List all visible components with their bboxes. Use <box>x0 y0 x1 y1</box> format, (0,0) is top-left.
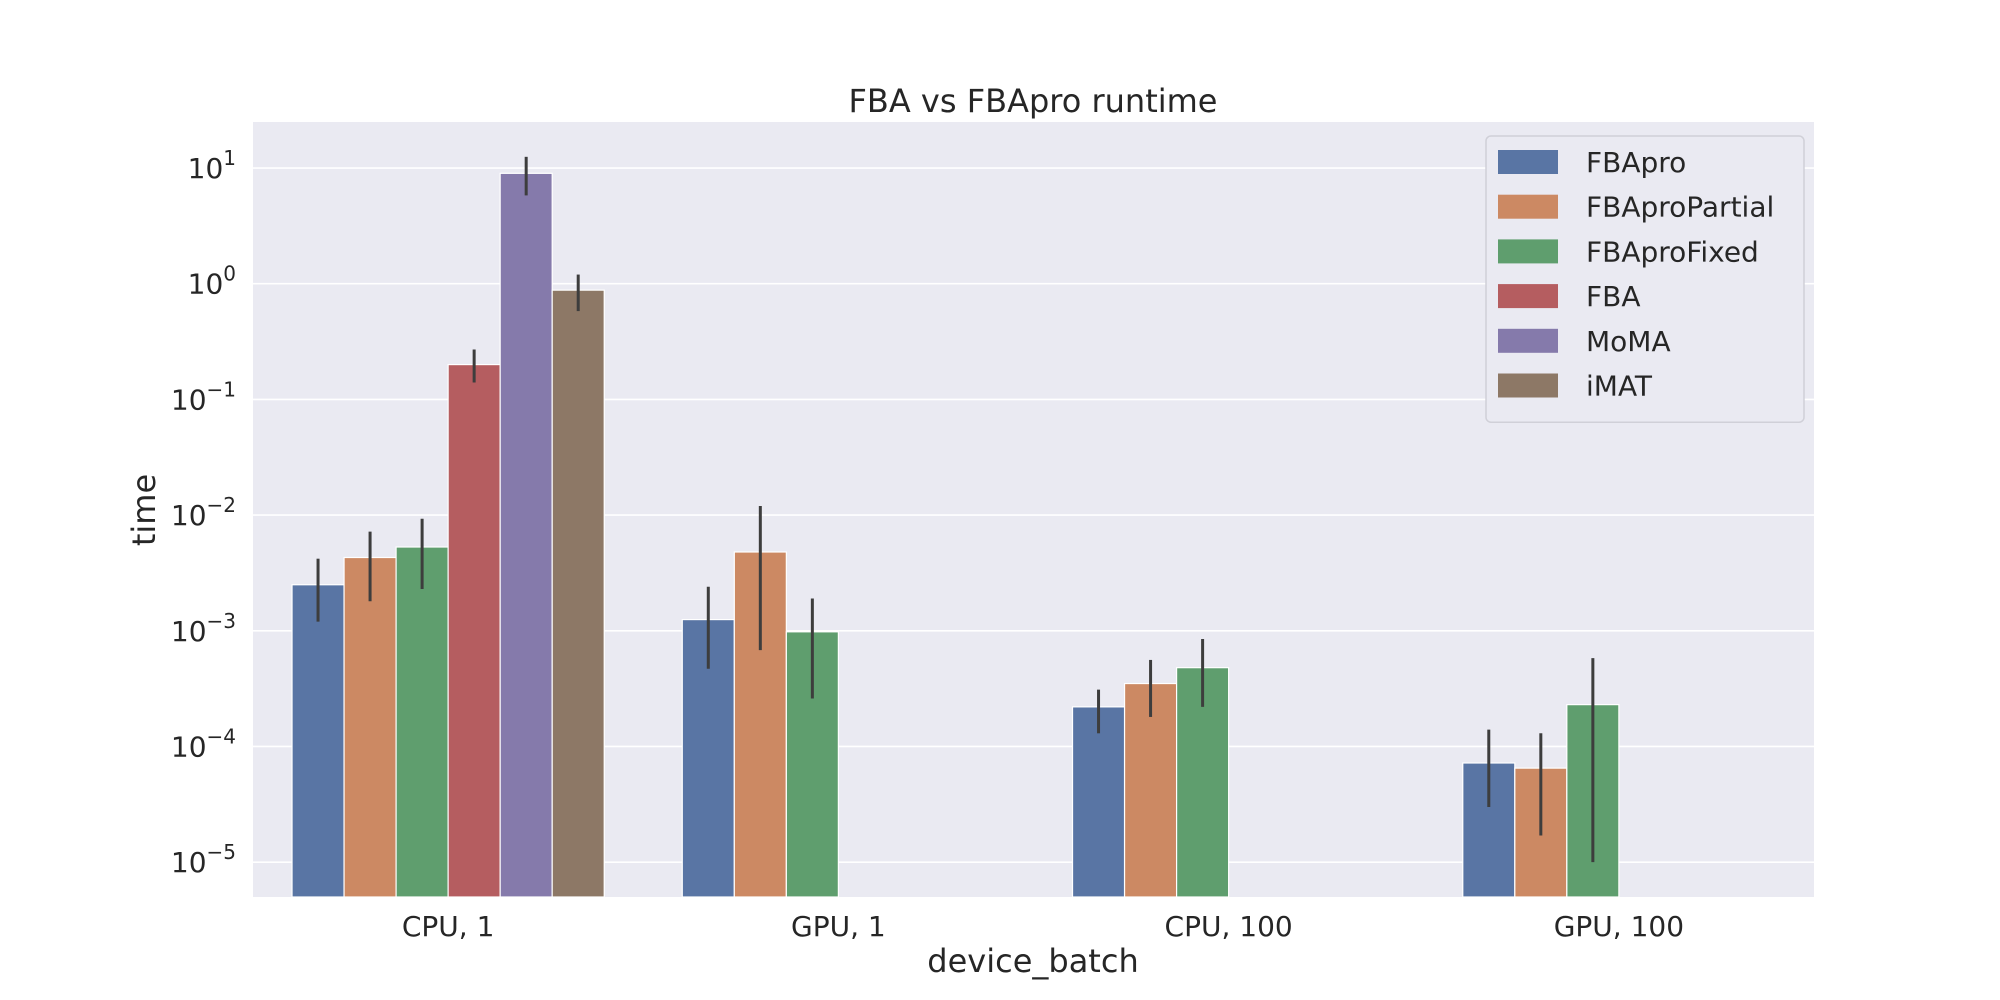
legend-frame <box>1485 135 1805 423</box>
legend-label: FBAproFixed <box>1586 235 1759 268</box>
bar <box>343 556 397 898</box>
y-tick-label: 101 <box>188 146 236 185</box>
x-tick-label: GPU, 1 <box>791 910 886 943</box>
y-tick-label: 10−4 <box>171 724 236 763</box>
y-tick-exponent: 0 <box>223 262 236 286</box>
bar <box>395 546 449 898</box>
x-tick-label: CPU, 100 <box>1165 910 1293 943</box>
y-tick-base: 10 <box>171 615 207 648</box>
error-bars <box>316 156 1595 863</box>
bars <box>291 172 1620 898</box>
chart-title: FBA vs FBApro runtime <box>849 82 1218 120</box>
legend: FBApro FBAproPartial FBAproFixed FBA MoMA iMA… <box>1485 135 1805 423</box>
legend-label: FBAproPartial <box>1586 191 1774 224</box>
x-tick-label: GPU, 100 <box>1554 910 1684 943</box>
legend-swatch <box>1498 284 1558 309</box>
bar <box>447 363 501 898</box>
bar <box>499 172 553 898</box>
y-tick-label: 10−3 <box>171 609 236 648</box>
y-tick-base: 10 <box>171 730 207 763</box>
x-tick-label: CPU, 1 <box>402 910 495 943</box>
y-tick-exponent: −3 <box>207 609 236 633</box>
y-tick-exponent: 1 <box>223 146 236 170</box>
legend-label: FBA <box>1586 280 1640 313</box>
y-tick-exponent: −5 <box>207 840 236 864</box>
y-tick-label: 100 <box>188 262 236 301</box>
y-tick-base: 10 <box>171 846 207 879</box>
y-axis-label: time <box>125 474 163 546</box>
y-tick-label: 10−5 <box>171 840 236 879</box>
bar <box>1123 682 1178 898</box>
legend-swatch <box>1498 373 1558 398</box>
y-tick-exponent: −4 <box>207 724 236 748</box>
y-tick-base: 10 <box>171 383 207 416</box>
y-tick-base: 10 <box>171 499 207 532</box>
legend-swatch <box>1498 194 1558 219</box>
legend-label: FBApro <box>1586 146 1686 179</box>
bar <box>1071 706 1126 898</box>
bar <box>291 584 345 898</box>
legend-swatch <box>1498 150 1558 174</box>
y-tick-base: 10 <box>188 268 224 301</box>
x-axis-label: device_batch <box>927 942 1138 980</box>
legend-label: iMAT <box>1586 370 1653 403</box>
y-tick-exponent: −2 <box>207 493 236 517</box>
y-tick-label: 10−1 <box>171 377 236 416</box>
y-tick-base: 10 <box>188 152 224 185</box>
legend-swatch <box>1498 239 1558 264</box>
legend-label: MoMA <box>1586 325 1671 358</box>
legend-swatch <box>1498 328 1558 353</box>
y-tick-exponent: −1 <box>207 377 236 401</box>
x-tick-labels: CPU, 1 GPU, 1 CPU, 100 GPU, 100 <box>402 910 1684 943</box>
bar <box>551 289 605 898</box>
y-tick-label: 10−2 <box>171 493 236 532</box>
